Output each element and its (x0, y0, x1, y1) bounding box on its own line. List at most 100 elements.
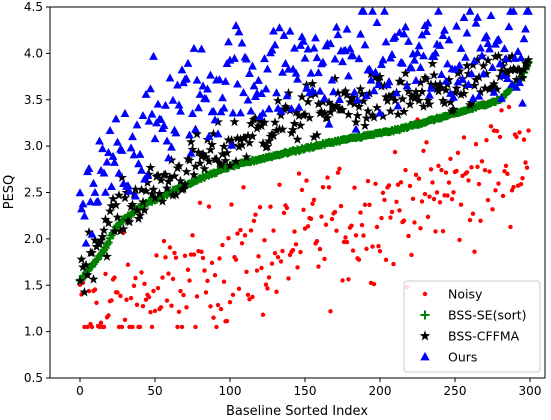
data-point (244, 137, 255, 148)
data-point (498, 71, 508, 79)
data-point (168, 190, 178, 200)
data-point (482, 31, 491, 40)
data-point (139, 205, 150, 215)
data-point (312, 129, 322, 140)
data-point (186, 148, 196, 157)
data-point (427, 194, 432, 199)
data-point (327, 75, 337, 84)
data-point (133, 275, 138, 281)
data-point (424, 99, 435, 109)
data-point (335, 170, 341, 175)
data-point (198, 148, 208, 159)
data-point (78, 199, 88, 208)
data-point (352, 110, 363, 120)
data-point (505, 171, 510, 177)
data-point (132, 120, 142, 129)
data-point (514, 134, 519, 140)
data-point (239, 241, 245, 246)
data-point (326, 39, 335, 48)
data-point (297, 32, 307, 41)
data-point (165, 172, 175, 182)
data-point (324, 119, 334, 128)
data-point (319, 108, 330, 118)
data-point (446, 180, 452, 185)
data-point (117, 145, 127, 154)
data-point (78, 261, 88, 272)
data-point (235, 134, 246, 144)
data-point (193, 147, 204, 157)
data-point (259, 117, 270, 127)
data-point (441, 76, 451, 85)
data-point (377, 60, 386, 69)
legend-box (403, 280, 541, 373)
data-point (510, 64, 520, 75)
data-point (464, 170, 470, 175)
data-point (229, 116, 240, 127)
data-point (484, 138, 489, 143)
data-point (373, 181, 378, 187)
data-point (185, 130, 194, 139)
data-point (153, 99, 163, 108)
data-point (352, 185, 357, 190)
data-point (316, 264, 321, 269)
data-point (479, 159, 485, 164)
data-point (118, 293, 123, 299)
data-point (247, 131, 258, 141)
data-point (503, 74, 512, 82)
data-point (126, 143, 136, 152)
data-point (356, 29, 365, 38)
data-point (462, 28, 472, 37)
data-point (255, 115, 265, 126)
data-point (268, 204, 273, 209)
data-point (180, 179, 190, 189)
data-point (303, 44, 313, 53)
data-point (430, 180, 435, 185)
data-point (172, 250, 177, 256)
data-point (443, 59, 452, 68)
data-point (181, 166, 192, 177)
data-point (170, 276, 176, 282)
data-point (308, 216, 314, 222)
data-point (164, 153, 173, 162)
data-point (392, 88, 401, 97)
data-point (340, 85, 351, 96)
data-point (291, 68, 301, 77)
data-point (403, 86, 414, 96)
data-point (409, 93, 420, 103)
data-point (468, 59, 478, 70)
data-point (195, 158, 205, 168)
legend-label: BSS-CFFMA (448, 329, 520, 344)
data-point (156, 114, 166, 123)
data-point (295, 265, 300, 270)
data-point (519, 34, 529, 43)
data-point (278, 259, 284, 264)
data-point (270, 117, 280, 127)
data-point (174, 100, 184, 109)
data-point (434, 190, 440, 195)
data-point (410, 55, 419, 64)
data-point (355, 83, 366, 94)
data-point (155, 285, 161, 291)
data-point (386, 183, 392, 188)
data-point (512, 82, 521, 91)
legend-marker (420, 310, 430, 320)
data-point (370, 244, 375, 249)
data-point (380, 6, 389, 15)
data-point (226, 235, 231, 241)
data-point (438, 95, 448, 105)
data-point (450, 64, 460, 73)
data-point (445, 96, 456, 107)
data-point (104, 148, 113, 157)
data-point (435, 40, 445, 49)
data-point (269, 26, 278, 35)
data-point (323, 222, 329, 227)
data-point (421, 148, 426, 153)
data-point (148, 310, 153, 315)
data-point (398, 58, 407, 67)
data-point (412, 220, 417, 225)
x-axis-ticks: 0 50 100 150 200 250 300 (76, 378, 541, 398)
data-point (379, 215, 384, 221)
data-point (245, 69, 254, 78)
data-point (135, 149, 145, 158)
data-point (272, 250, 278, 256)
